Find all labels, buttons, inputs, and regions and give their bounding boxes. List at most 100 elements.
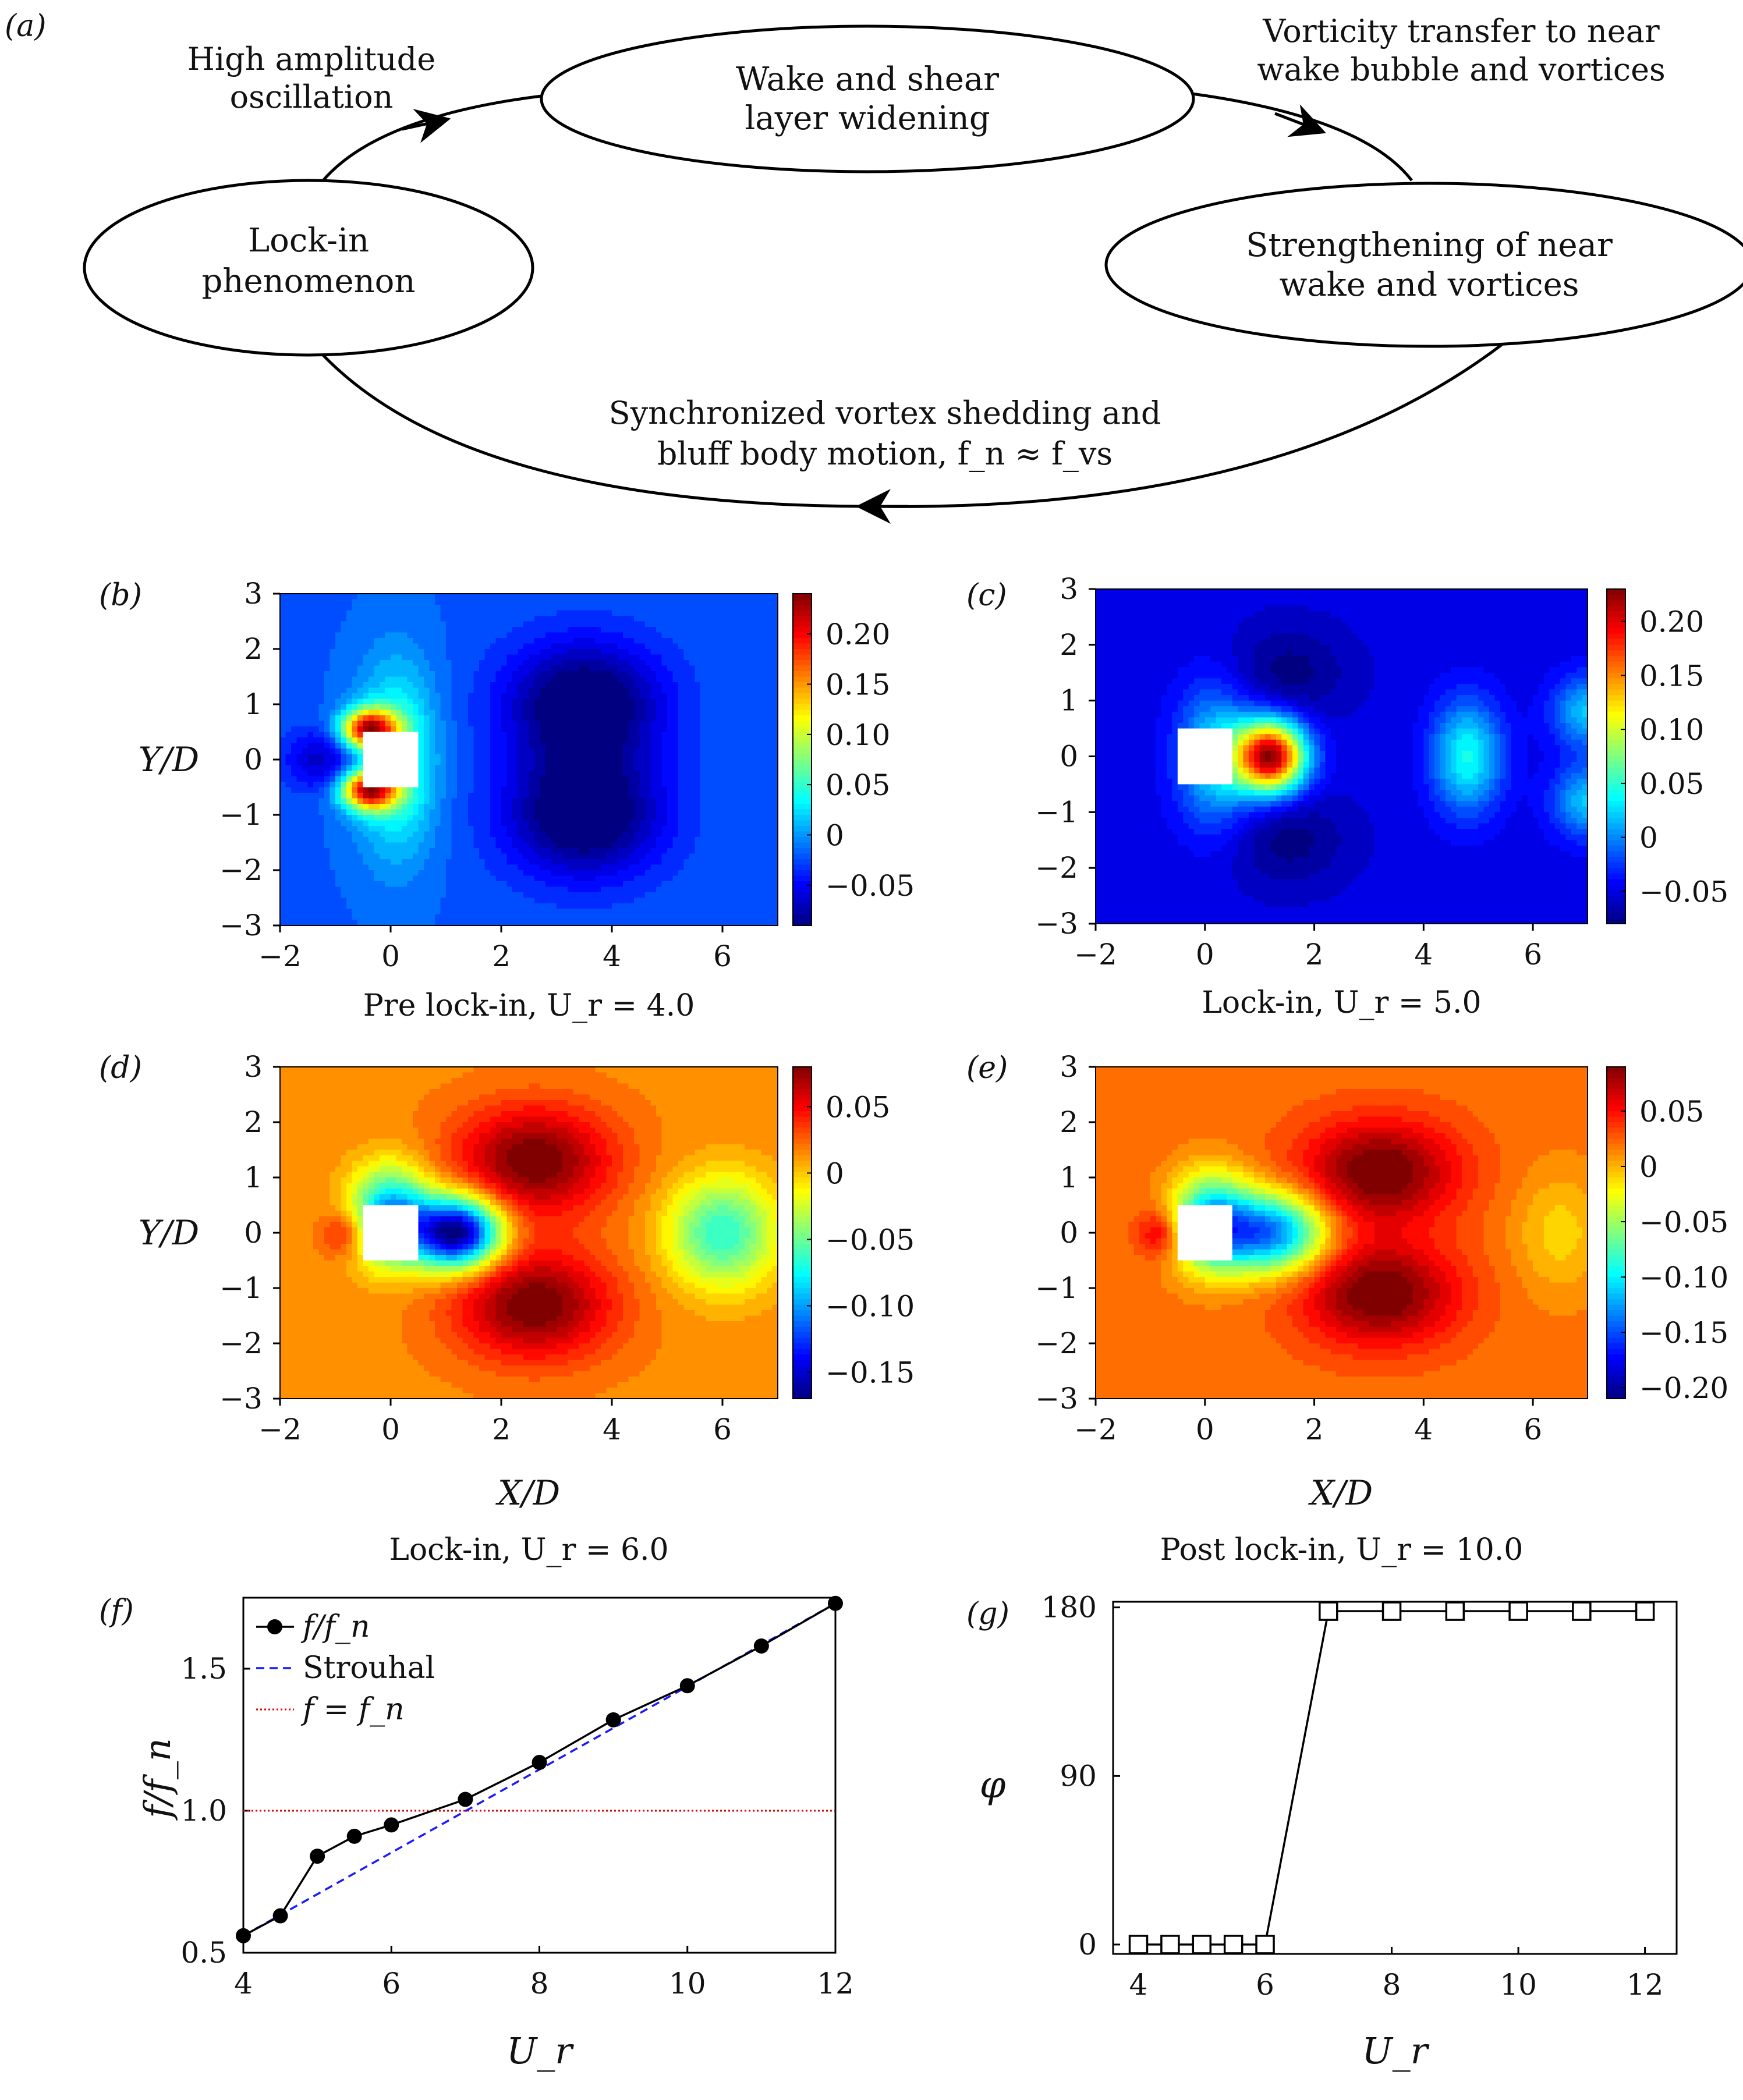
x-tick-label-e: −2 bbox=[1074, 1413, 1117, 1446]
colorbar-tick-b: 0.15 bbox=[826, 668, 890, 701]
x-tick-label-e: 0 bbox=[1196, 1413, 1214, 1446]
colorbar-tick-b: 0.10 bbox=[826, 718, 890, 752]
edge-label-left-top-2: oscillation bbox=[230, 79, 394, 115]
y-tick-label-c: 3 bbox=[1060, 572, 1078, 606]
y-tick-label-d: 3 bbox=[244, 1050, 263, 1084]
x-axis-label-g: U_r bbox=[1362, 2030, 1430, 2072]
y-tick-label-c: −3 bbox=[1035, 907, 1078, 941]
x-tick-label-f: 12 bbox=[817, 1967, 854, 2000]
data-point-ffn bbox=[347, 1829, 362, 1844]
edge-label-top-right-2: wake bubble and vortices bbox=[1257, 51, 1666, 88]
y-tick-label-g: 180 bbox=[1041, 1591, 1097, 1624]
y-tick-label-f: 1.5 bbox=[180, 1652, 227, 1686]
colorbar-tick-d: 0.05 bbox=[826, 1090, 890, 1124]
edge-label-left-top-1: High amplitude bbox=[187, 41, 435, 77]
y-tick-label-b: 3 bbox=[244, 577, 263, 611]
y-tick-label-b: 2 bbox=[244, 632, 263, 666]
data-point-phase bbox=[1161, 1936, 1179, 1953]
colorbar-d: 0.050−0.05−0.10−0.15 bbox=[793, 1067, 915, 1399]
x-tick-label-b: 0 bbox=[381, 939, 400, 973]
x-tick-label-g: 12 bbox=[1627, 1968, 1664, 2002]
colorbar-c: 0.200.150.100.050−0.05 bbox=[1607, 589, 1728, 924]
cycle-diagram: (a) Wake and shear layer widening Streng… bbox=[5, 9, 1743, 506]
panel-label-a: (a) bbox=[5, 9, 47, 44]
y-tick-label-b: 0 bbox=[244, 743, 263, 776]
x-tick-label-f: 10 bbox=[669, 1967, 706, 2000]
x-tick-label-g: 4 bbox=[1129, 1968, 1148, 2002]
colorbar-tick-b: 0.05 bbox=[826, 768, 890, 802]
heatmap-panels: −2 0 2 4 63210−1−2−30.200.150.100.050−0.05(b… bbox=[99, 572, 1728, 1567]
y-tick-label-d: 1 bbox=[244, 1161, 263, 1194]
y-tick-label-d: −1 bbox=[219, 1271, 263, 1305]
edge-label-right-left-1: Synchronized vortex shedding and bbox=[609, 395, 1161, 431]
y-tick-label-e: −3 bbox=[1035, 1382, 1078, 1416]
caption-c: Lock-in, U_r = 5.0 bbox=[1202, 985, 1481, 1020]
colorbar-tick-c: 0 bbox=[1639, 821, 1658, 855]
x-axis-label-e: X/D bbox=[1308, 1473, 1373, 1513]
cylinder-body-e bbox=[1178, 1205, 1232, 1261]
contour-panel-b: −2 0 2 4 63210−1−2−30.200.150.100.050−0.05(b… bbox=[99, 577, 915, 1023]
contour-field-d bbox=[280, 1067, 778, 1399]
contour-field-c bbox=[1096, 589, 1588, 924]
x-tick-label-f: 6 bbox=[382, 1967, 401, 2000]
y-axis-label-d: Y/D bbox=[139, 1213, 199, 1253]
x-tick-label-f: 8 bbox=[530, 1967, 549, 2000]
legend-marker-ffn bbox=[267, 1619, 282, 1634]
data-point-phase bbox=[1510, 1602, 1527, 1620]
node-top-ellipse bbox=[541, 26, 1193, 172]
colorbar-e: 0.050−0.05−0.10−0.15−0.20 bbox=[1607, 1067, 1728, 1405]
y-axis-label-b: Y/D bbox=[139, 740, 199, 779]
node-right-line1: Strengthening of near bbox=[1246, 226, 1613, 264]
cylinder-body-d bbox=[363, 1205, 419, 1261]
data-point-ffn bbox=[828, 1596, 843, 1611]
data-point-phase bbox=[1193, 1936, 1210, 1953]
y-tick-label-c: 2 bbox=[1060, 628, 1078, 662]
y-axis-label-f: f/f_n bbox=[136, 1738, 179, 1821]
x-tick-label-c: 4 bbox=[1414, 938, 1433, 971]
y-tick-label-e: 3 bbox=[1060, 1050, 1078, 1084]
panel-label-g: (g) bbox=[966, 1597, 1009, 1631]
y-tick-label-c: 0 bbox=[1060, 740, 1078, 774]
y-tick-label-b: 1 bbox=[244, 687, 263, 721]
y-tick-label-d: −3 bbox=[219, 1382, 263, 1416]
x-tick-label-e: 6 bbox=[1524, 1413, 1542, 1446]
y-tick-label-b: −1 bbox=[219, 798, 263, 832]
x-tick-label-d: 4 bbox=[603, 1413, 621, 1446]
caption-e: Post lock-in, U_r = 10.0 bbox=[1160, 1533, 1524, 1567]
y-tick-label-e: 0 bbox=[1060, 1216, 1078, 1250]
colorbar-tick-c: 0.20 bbox=[1639, 605, 1704, 639]
y-tick-label-g: 90 bbox=[1060, 1759, 1097, 1793]
colorbar-tick-e: 0 bbox=[1639, 1150, 1658, 1184]
data-point-ffn bbox=[310, 1849, 325, 1864]
colorbar-tick-c: 0.05 bbox=[1639, 767, 1704, 801]
plot-frame-g bbox=[1113, 1602, 1677, 1954]
x-tick-label-c: 2 bbox=[1305, 938, 1324, 971]
colorbar-tick-c: 0.10 bbox=[1639, 713, 1704, 747]
node-left-line1: Lock-in bbox=[248, 222, 369, 260]
x-tick-label-b: 4 bbox=[603, 939, 621, 973]
y-tick-label-e: 2 bbox=[1060, 1105, 1078, 1139]
colorbar-tick-d: −0.15 bbox=[826, 1356, 915, 1389]
x-tick-label-c: 0 bbox=[1196, 938, 1214, 971]
colorbar-tick-b: 0 bbox=[826, 819, 844, 853]
colorbar-tick-b: −0.05 bbox=[826, 869, 915, 903]
data-point-phase bbox=[1383, 1602, 1401, 1620]
x-tick-label-c: 6 bbox=[1524, 938, 1542, 971]
y-tick-label-e: −1 bbox=[1035, 1271, 1078, 1305]
colorbar-tick-e: −0.10 bbox=[1639, 1261, 1728, 1294]
panel-label-f: (f) bbox=[99, 1594, 134, 1629]
x-tick-label-b: −2 bbox=[258, 939, 302, 973]
colorbar-tick-c: 0.15 bbox=[1639, 659, 1704, 693]
x-tick-label-b: 2 bbox=[492, 939, 511, 973]
edge-label-top-right-1: Vorticity transfer to near bbox=[1262, 13, 1660, 49]
caption-d: Lock-in, U_r = 6.0 bbox=[389, 1533, 668, 1567]
panel-label-d: (d) bbox=[99, 1051, 142, 1086]
x-tick-label-d: −2 bbox=[258, 1413, 302, 1446]
y-tick-label-f: 0.5 bbox=[180, 1936, 227, 1970]
x-tick-label-b: 6 bbox=[713, 939, 732, 973]
contour-panel-d: −2 0 2 4 63210−1−2−30.050−0.05−0.10−0.15(d)Y… bbox=[99, 1050, 915, 1567]
data-point-phase bbox=[1130, 1936, 1147, 1953]
colorbar-tick-e: 0.05 bbox=[1639, 1095, 1704, 1129]
